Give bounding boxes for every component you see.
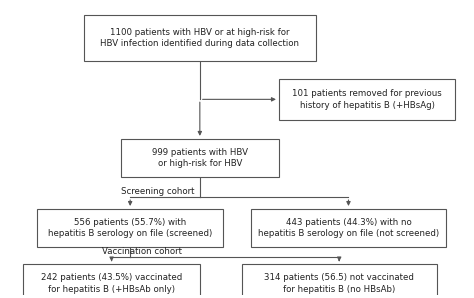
- FancyBboxPatch shape: [279, 79, 456, 120]
- Text: Screening cohort: Screening cohort: [121, 187, 195, 196]
- Text: 242 patients (43.5%) vaccinated
for hepatitis B (+HBsAb only): 242 patients (43.5%) vaccinated for hepa…: [41, 273, 182, 294]
- FancyBboxPatch shape: [242, 264, 437, 298]
- Text: Vaccination cohort: Vaccination cohort: [102, 247, 182, 256]
- FancyBboxPatch shape: [84, 15, 316, 61]
- Text: 556 patients (55.7%) with
hepatitis B serology on file (screened): 556 patients (55.7%) with hepatitis B se…: [48, 218, 212, 238]
- FancyBboxPatch shape: [251, 209, 446, 247]
- FancyBboxPatch shape: [121, 139, 279, 177]
- Text: 999 patients with HBV
or high-risk for HBV: 999 patients with HBV or high-risk for H…: [152, 148, 248, 168]
- FancyBboxPatch shape: [37, 209, 223, 247]
- Text: 443 patients (44.3%) with no
hepatitis B serology on file (not screened): 443 patients (44.3%) with no hepatitis B…: [258, 218, 439, 238]
- FancyBboxPatch shape: [23, 264, 200, 298]
- Text: 1100 patients with HBV or at high-risk for
HBV infection identified during data : 1100 patients with HBV or at high-risk f…: [100, 28, 300, 48]
- Text: 314 patients (56.5) not vaccinated
for hepatitis B (no HBsAb): 314 patients (56.5) not vaccinated for h…: [264, 273, 414, 294]
- Text: 101 patients removed for previous
history of hepatitis B (+HBsAg): 101 patients removed for previous histor…: [292, 89, 442, 110]
